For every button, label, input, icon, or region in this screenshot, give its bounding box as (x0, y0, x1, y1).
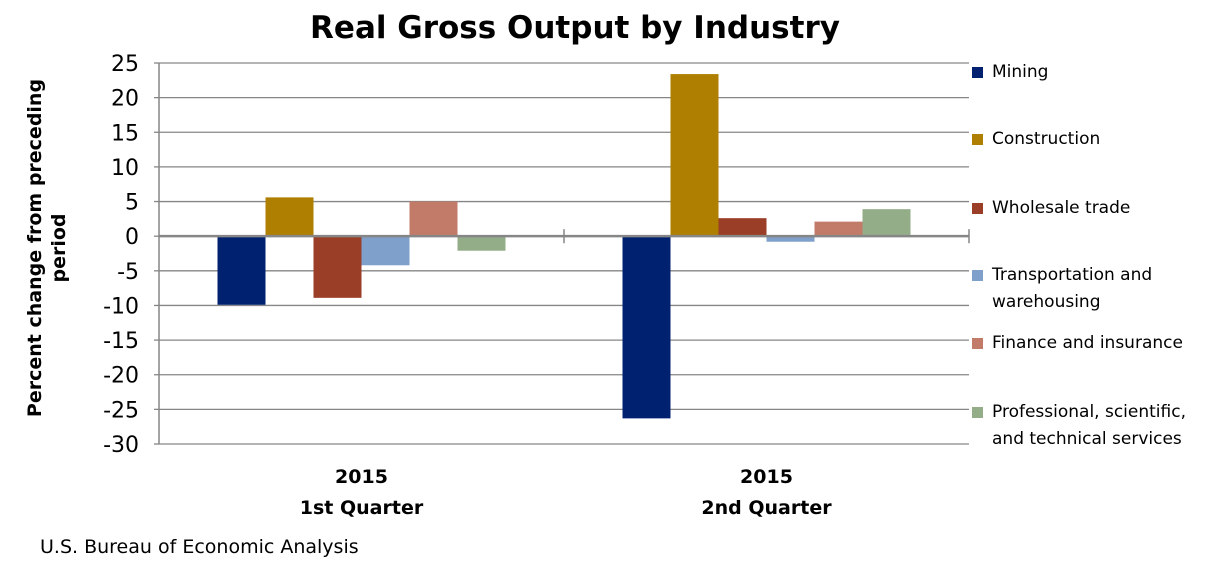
bar-construction-2 (670, 74, 719, 237)
legend-label: Construction (992, 129, 1101, 149)
bar-mining-1 (217, 236, 266, 305)
legend-label: Wholesale trade (992, 198, 1131, 218)
legend-label: warehousing (992, 292, 1101, 312)
legend-swatch (972, 338, 983, 349)
y-tick-label: -25 (103, 398, 139, 423)
y-tick-label: -15 (103, 329, 139, 354)
x-tick-label: 2nd Quarter (701, 497, 832, 519)
legend-label: Finance and insurance (992, 333, 1183, 353)
legend-swatch (972, 134, 983, 145)
y-tick-label: 0 (125, 225, 139, 250)
y-tick-label: 15 (111, 121, 139, 146)
x-tick-label: 2015 (335, 466, 388, 488)
bar-construction-1 (265, 197, 314, 237)
legend-swatch (972, 67, 983, 78)
bar-transportation-and-warehousing-1 (361, 236, 410, 266)
legend-swatch (972, 203, 983, 214)
y-tick-label: -10 (103, 294, 139, 319)
bar-finance-and-insurance-1 (409, 201, 458, 237)
y-tick-label: 25 (111, 52, 139, 77)
bar-wholesale-trade-1 (313, 236, 362, 298)
bar-mining-2 (622, 236, 671, 419)
bar-professional-scientific-and-technical-services-1 (457, 236, 506, 251)
legend-swatch (972, 407, 983, 418)
source-note: U.S. Bureau of Economic Analysis (40, 536, 359, 558)
legend-label: Transportation and (992, 265, 1153, 285)
x-tick-label: 1st Quarter (300, 497, 424, 519)
y-tick-label: 10 (111, 156, 139, 181)
bar-wholesale-trade-2 (718, 218, 767, 237)
y-tick-label: 20 (111, 87, 139, 112)
bar-transportation-and-warehousing-2 (766, 236, 815, 242)
x-tick-label: 2015 (740, 466, 793, 488)
y-tick-label: -30 (103, 433, 139, 458)
bar-finance-and-insurance-2 (814, 221, 863, 237)
legend-swatch (972, 270, 983, 281)
legend-label: Professional, scientific, (992, 402, 1186, 422)
chart-title: Real Gross Output by Industry (310, 10, 840, 46)
legend-label: Mining (992, 62, 1049, 82)
y-tick-label: 5 (125, 191, 139, 216)
legend-label: and technical services (992, 429, 1182, 449)
y-tick-label: -20 (103, 364, 139, 389)
bar-professional-scientific-and-technical-services-2 (862, 209, 911, 237)
y-tick-label: -5 (117, 260, 139, 285)
